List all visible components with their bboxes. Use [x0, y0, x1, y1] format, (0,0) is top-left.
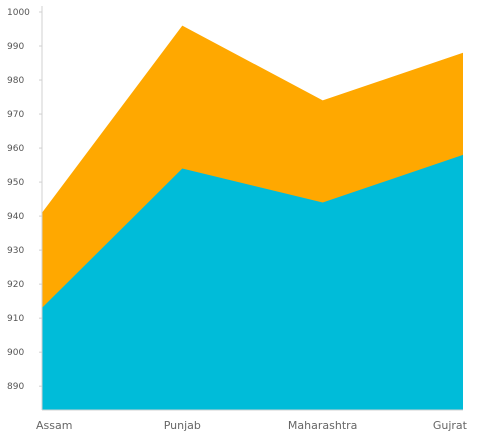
y-tick-label: 1000	[7, 8, 30, 18]
y-tick-label: 970	[7, 110, 24, 120]
y-tick-label: 900	[7, 348, 24, 358]
y-tick-label: 890	[7, 382, 24, 392]
y-tick-label: 910	[7, 314, 24, 324]
y-tick-labels: 890 900 910 920 930 940 950 960 970 980 990 1000	[7, 8, 42, 392]
x-tick-label: Gujrat	[433, 419, 468, 432]
y-tick-label: 960	[7, 144, 24, 154]
x-tick-label: Punjab	[164, 419, 201, 432]
x-tick-labels: Assam Punjab Maharashtra Gujrat	[36, 419, 468, 432]
y-tick-label: 950	[7, 178, 24, 188]
area-series-1	[42, 154, 463, 410]
y-tick-label: 920	[7, 280, 24, 290]
y-tick-label: 990	[7, 42, 24, 52]
axes-group	[41, 6, 463, 411]
y-tick-label: 980	[7, 76, 24, 86]
y-tick-label: 930	[7, 246, 24, 256]
x-tick-label: Maharashtra	[288, 419, 358, 432]
y-tick-label: 940	[7, 212, 24, 222]
x-tick-label: Assam	[36, 419, 72, 432]
area-series-group	[42, 25, 463, 410]
